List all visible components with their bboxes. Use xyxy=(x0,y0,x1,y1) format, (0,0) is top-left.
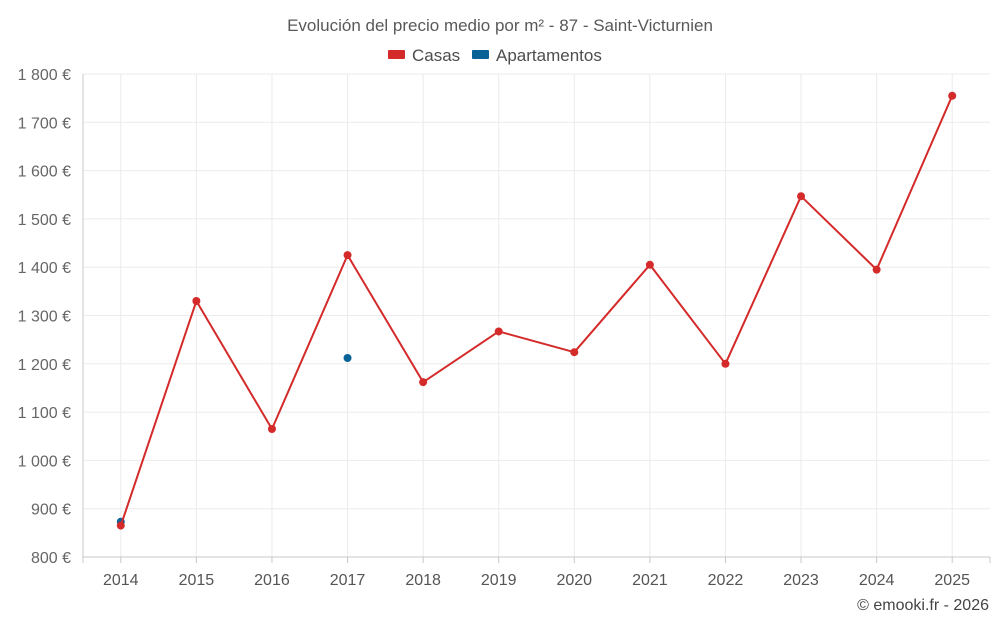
data-point-casas[interactable] xyxy=(797,192,806,201)
x-tick-label: 2023 xyxy=(783,572,819,589)
x-tick-label: 2024 xyxy=(859,572,895,589)
x-tick-label: 2016 xyxy=(254,572,290,589)
y-tick-label: 900 € xyxy=(31,502,71,519)
x-tick-label: 2018 xyxy=(405,572,441,589)
y-tick-label: 1 100 € xyxy=(18,405,71,422)
data-point-casas[interactable] xyxy=(116,521,125,530)
legend-swatch-casas xyxy=(388,50,405,59)
y-tick-label: 1 600 € xyxy=(18,164,71,181)
x-tick-label: 2022 xyxy=(708,572,744,589)
y-tick-label: 1 000 € xyxy=(18,453,71,470)
series xyxy=(116,91,957,530)
data-point-casas[interactable] xyxy=(343,251,352,260)
series-line-segment-casas xyxy=(346,254,425,384)
series-line-segment-casas xyxy=(119,300,198,527)
x-tick-label: 2025 xyxy=(934,572,970,589)
legend-swatch-apartamentos xyxy=(472,50,489,59)
x-tick-label: 2019 xyxy=(481,572,517,589)
series-line-segment-casas xyxy=(800,195,878,271)
data-point-casas[interactable] xyxy=(645,260,654,269)
series-line-segment-casas xyxy=(875,94,954,271)
chart-title: Evolución del precio medio por m² - 87 -… xyxy=(287,16,713,35)
y-tick-label: 1 200 € xyxy=(18,357,71,374)
y-tick-label: 1 700 € xyxy=(18,115,71,132)
series-line-segment-casas xyxy=(497,330,576,354)
y-axis-ticks: 800 € 900 € 1 000 € 1 100 € 1 200 € 1 300 € 1 … xyxy=(18,67,71,567)
data-point-casas[interactable] xyxy=(570,348,579,357)
y-tick-label: 1 400 € xyxy=(18,260,71,277)
series-line-segment-casas xyxy=(195,300,273,431)
y-tick-label: 1 300 € xyxy=(18,309,71,326)
y-tick-label: 1 500 € xyxy=(18,212,71,229)
y-tick-label: 800 € xyxy=(31,550,71,567)
series-line-segment-casas xyxy=(270,254,349,431)
data-point-apartamentos[interactable] xyxy=(343,354,352,363)
series-line-segment-casas xyxy=(648,263,727,365)
y-tick-label: 1 800 € xyxy=(18,67,71,84)
series-casas xyxy=(116,91,957,530)
credit-text: © emooki.fr - 2026 xyxy=(857,597,989,614)
legend[interactable]: Casas Apartamentos xyxy=(388,46,602,65)
data-point-casas[interactable] xyxy=(872,265,881,274)
x-tick-label: 2014 xyxy=(103,572,139,589)
data-point-casas[interactable] xyxy=(192,297,201,306)
legend-label-casas[interactable]: Casas xyxy=(412,46,460,65)
axes xyxy=(82,74,991,563)
series-line-segment-casas xyxy=(422,330,500,384)
series-line-segment-casas xyxy=(724,195,803,365)
x-axis-ticks: 2014 2015 2016 2017 2018 2019 2020 2021 2022 2023… xyxy=(103,572,970,589)
data-point-casas[interactable] xyxy=(721,359,730,368)
data-point-casas[interactable] xyxy=(494,327,503,336)
x-tick-label: 2020 xyxy=(556,572,592,589)
x-tick-label: 2015 xyxy=(179,572,215,589)
grid-lines xyxy=(83,73,990,557)
data-point-casas[interactable] xyxy=(419,378,428,387)
x-tick-label: 2021 xyxy=(632,572,668,589)
series-line-segment-casas xyxy=(573,263,651,354)
x-tick-label: 2017 xyxy=(330,572,366,589)
data-point-casas[interactable] xyxy=(948,91,957,100)
legend-label-apartamentos[interactable]: Apartamentos xyxy=(496,46,602,65)
data-point-casas[interactable] xyxy=(267,425,276,434)
series-apartamentos xyxy=(116,354,352,526)
